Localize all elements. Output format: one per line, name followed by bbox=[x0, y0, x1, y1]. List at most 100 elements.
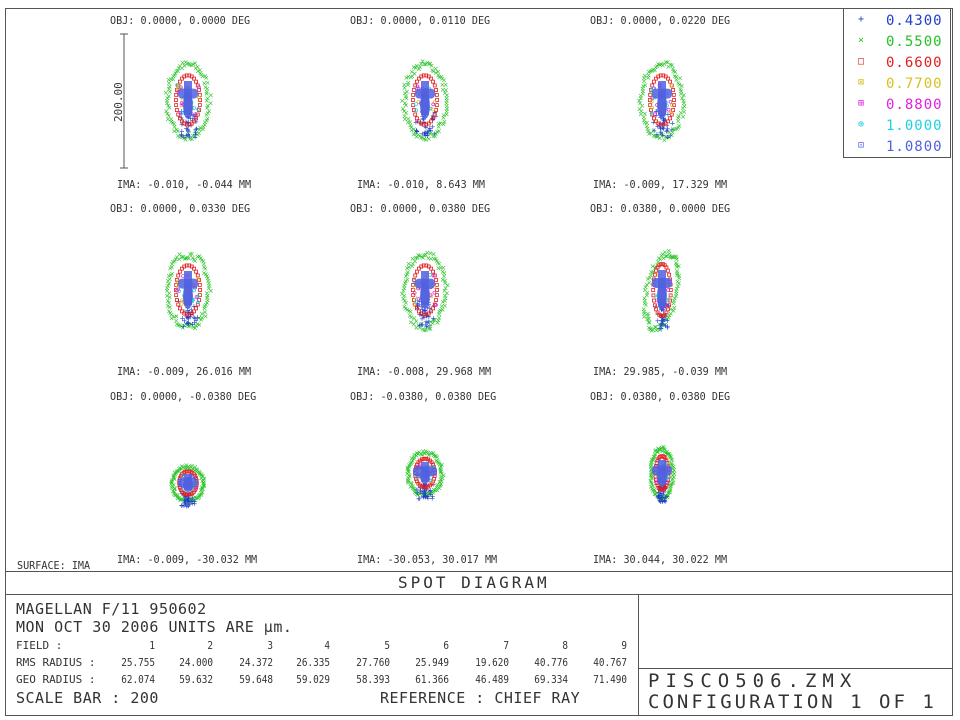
svg-text:×: × bbox=[672, 126, 678, 134]
svg-text:×: × bbox=[412, 489, 418, 497]
svg-text:+: + bbox=[181, 133, 187, 141]
svg-text:+: + bbox=[653, 107, 659, 115]
svg-text:×: × bbox=[197, 469, 203, 477]
svg-text:×: × bbox=[188, 320, 194, 328]
svg-text:+: + bbox=[660, 316, 666, 324]
fields-cell-1: 1 bbox=[149, 639, 155, 652]
field-7-ima-label: IMA: -0.009, -30.032 MM bbox=[117, 553, 258, 566]
svg-text:+: + bbox=[657, 490, 663, 498]
svg-text:×: × bbox=[670, 128, 676, 136]
svg-text:×: × bbox=[195, 131, 201, 139]
svg-text:×: × bbox=[186, 130, 192, 138]
svg-text:+: + bbox=[192, 114, 198, 122]
spot-4: ××××××××××××××××××××××××××××××××××××××××… bbox=[164, 250, 214, 332]
svg-text:×: × bbox=[173, 256, 179, 264]
svg-text:×: × bbox=[666, 134, 672, 142]
svg-text:+: + bbox=[187, 133, 193, 141]
svg-text:×: × bbox=[669, 456, 675, 464]
svg-text:×: × bbox=[168, 311, 174, 319]
svg-text:×: × bbox=[641, 78, 647, 86]
svg-text:+: + bbox=[664, 127, 670, 135]
svg-text:×: × bbox=[183, 58, 189, 66]
svg-text:+: + bbox=[657, 491, 663, 499]
svg-text:×: × bbox=[400, 287, 406, 295]
svg-text:+: + bbox=[432, 109, 438, 117]
svg-text:×: × bbox=[430, 488, 436, 496]
svg-text:+: + bbox=[666, 302, 672, 310]
svg-text:+: + bbox=[187, 500, 193, 508]
svg-text:×: × bbox=[673, 73, 679, 81]
svg-text:×: × bbox=[174, 493, 180, 501]
legend-entry-2: × 0.5500 bbox=[844, 34, 950, 52]
svg-text:×: × bbox=[661, 136, 667, 144]
svg-text:×: × bbox=[649, 468, 655, 476]
svg-text:×: × bbox=[195, 63, 201, 71]
svg-text:×: × bbox=[170, 258, 176, 266]
svg-text:×: × bbox=[413, 452, 419, 460]
geo-cell-3: 59.648 bbox=[239, 673, 273, 686]
svg-text:×: × bbox=[198, 491, 204, 499]
svg-text:×: × bbox=[172, 476, 178, 484]
spot-diagram-frame bbox=[5, 8, 953, 716]
svg-text:×: × bbox=[175, 322, 181, 330]
svg-text:×: × bbox=[421, 252, 427, 260]
svg-text:×: × bbox=[164, 110, 170, 118]
svg-text:+: + bbox=[659, 494, 665, 502]
legend-marker-icon: ⊞ bbox=[858, 98, 865, 109]
svg-text:×: × bbox=[640, 85, 646, 93]
svg-text:×: × bbox=[412, 486, 418, 494]
svg-text:×: × bbox=[431, 451, 437, 459]
svg-text:×: × bbox=[656, 320, 662, 328]
svg-text:×: × bbox=[414, 62, 420, 70]
field-9-ima-label: IMA: 30.044, 30.022 MM bbox=[593, 553, 728, 566]
svg-text:×: × bbox=[644, 122, 650, 130]
svg-text:×: × bbox=[177, 251, 183, 259]
svg-text:×: × bbox=[181, 134, 187, 142]
svg-text:×: × bbox=[650, 66, 656, 74]
svg-text:+: + bbox=[657, 495, 663, 503]
svg-text:×: × bbox=[406, 264, 412, 272]
svg-text:×: × bbox=[178, 496, 184, 504]
svg-text:×: × bbox=[204, 117, 210, 125]
svg-text:×: × bbox=[184, 60, 190, 68]
svg-text:×: × bbox=[657, 61, 663, 69]
svg-text:×: × bbox=[648, 472, 654, 480]
svg-text:+: + bbox=[662, 494, 668, 502]
svg-text:×: × bbox=[404, 306, 410, 314]
svg-text:×: × bbox=[650, 482, 656, 490]
svg-text:×: × bbox=[652, 451, 658, 459]
svg-text:×: × bbox=[652, 133, 658, 141]
svg-text:×: × bbox=[175, 127, 181, 135]
svg-text:×: × bbox=[436, 459, 442, 467]
svg-text:+: + bbox=[423, 310, 429, 318]
svg-text:×: × bbox=[411, 64, 417, 72]
svg-text:×: × bbox=[411, 455, 417, 463]
svg-text:×: × bbox=[428, 129, 434, 137]
svg-text:×: × bbox=[200, 479, 206, 487]
svg-text:×: × bbox=[167, 88, 173, 96]
svg-text:+: + bbox=[659, 312, 665, 320]
legend-value: 1.0800 bbox=[886, 139, 943, 155]
svg-text:×: × bbox=[646, 318, 652, 326]
svg-text:+: + bbox=[419, 321, 425, 329]
field-5-ima-label: IMA: -0.008, 29.968 MM bbox=[357, 365, 492, 378]
svg-text:×: × bbox=[166, 112, 172, 120]
svg-text:×: × bbox=[172, 71, 178, 79]
svg-text:×: × bbox=[424, 249, 430, 257]
svg-text:×: × bbox=[189, 250, 195, 258]
svg-text:×: × bbox=[169, 484, 175, 492]
svg-text:×: × bbox=[653, 491, 659, 499]
svg-text:+: + bbox=[423, 321, 429, 329]
svg-text:+: + bbox=[421, 493, 427, 501]
svg-text:×: × bbox=[666, 450, 672, 458]
svg-text:×: × bbox=[191, 496, 197, 504]
svg-text:×: × bbox=[681, 100, 687, 108]
svg-text:×: × bbox=[660, 493, 666, 501]
svg-text:×: × bbox=[204, 299, 210, 307]
svg-text:×: × bbox=[438, 480, 444, 488]
svg-text:+: + bbox=[193, 129, 199, 137]
svg-text:×: × bbox=[659, 448, 665, 456]
svg-text:×: × bbox=[165, 282, 171, 290]
svg-text:×: × bbox=[670, 472, 676, 480]
svg-text:+: + bbox=[429, 114, 435, 122]
